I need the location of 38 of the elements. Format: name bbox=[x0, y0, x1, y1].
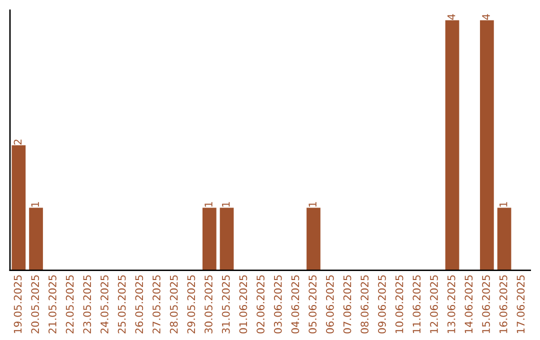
x-tick-label: 08.06.2025 bbox=[360, 275, 369, 334]
x-tick-label: 22.05.2025 bbox=[66, 275, 74, 334]
x-tick-label: 05.06.2025 bbox=[308, 275, 317, 334]
x-tick-label: 02.06.2025 bbox=[256, 275, 264, 334]
x-tick-label: 28.05.2025 bbox=[170, 275, 178, 334]
x-tick-label: 23.05.2025 bbox=[83, 275, 92, 334]
x-tick-label: 03.06.2025 bbox=[274, 275, 282, 334]
x-tick-label: 09.06.2025 bbox=[378, 275, 386, 334]
data-label: 1 bbox=[500, 202, 508, 207]
x-tick-label: 04.06.2025 bbox=[291, 275, 300, 334]
x-tick-label: 14.06.2025 bbox=[464, 275, 473, 333]
x-tick-label: 30.05.2025 bbox=[204, 275, 212, 334]
x-tick-label: 27.05.2025 bbox=[152, 275, 160, 334]
x-tick-label: 07.06.2025 bbox=[343, 275, 352, 334]
data-label: 1 bbox=[204, 202, 212, 207]
x-tick-label: 12.06.2025 bbox=[430, 275, 438, 333]
x-tick-label: 16.06.2025 bbox=[499, 275, 508, 333]
data-label: 4 bbox=[448, 14, 456, 20]
data-label: 1 bbox=[308, 202, 316, 207]
x-tick-label: 13.06.2025 bbox=[447, 275, 456, 333]
x-tick-label: 17.06.2025 bbox=[516, 275, 525, 333]
x-tick-label: 24.05.2025 bbox=[100, 275, 108, 334]
x-tick-label: 25.05.2025 bbox=[118, 275, 126, 334]
x-tick-label: 01.06.2025 bbox=[239, 275, 248, 334]
x-tick-label: 06.06.2025 bbox=[326, 275, 334, 334]
x-tick-label: 15.06.2025 bbox=[482, 275, 490, 333]
data-label: 1 bbox=[222, 202, 230, 207]
x-tick-label: 26.05.2025 bbox=[135, 275, 144, 334]
x-tick-label: 11.06.2025 bbox=[412, 275, 421, 333]
data-label: 4 bbox=[482, 14, 490, 20]
x-tick-label: 31.05.2025 bbox=[222, 275, 230, 334]
x-tick-label: 10.06.2025 bbox=[395, 275, 404, 333]
x-tick-label: 29.05.2025 bbox=[187, 275, 196, 334]
data-label: 2 bbox=[14, 140, 22, 144]
x-tick-label: 19.05.2025 bbox=[14, 275, 22, 333]
data-label: 1 bbox=[31, 202, 39, 207]
x-tick-label: 20.05.2025 bbox=[31, 275, 40, 334]
x-tick-label: 21.05.2025 bbox=[48, 275, 56, 334]
